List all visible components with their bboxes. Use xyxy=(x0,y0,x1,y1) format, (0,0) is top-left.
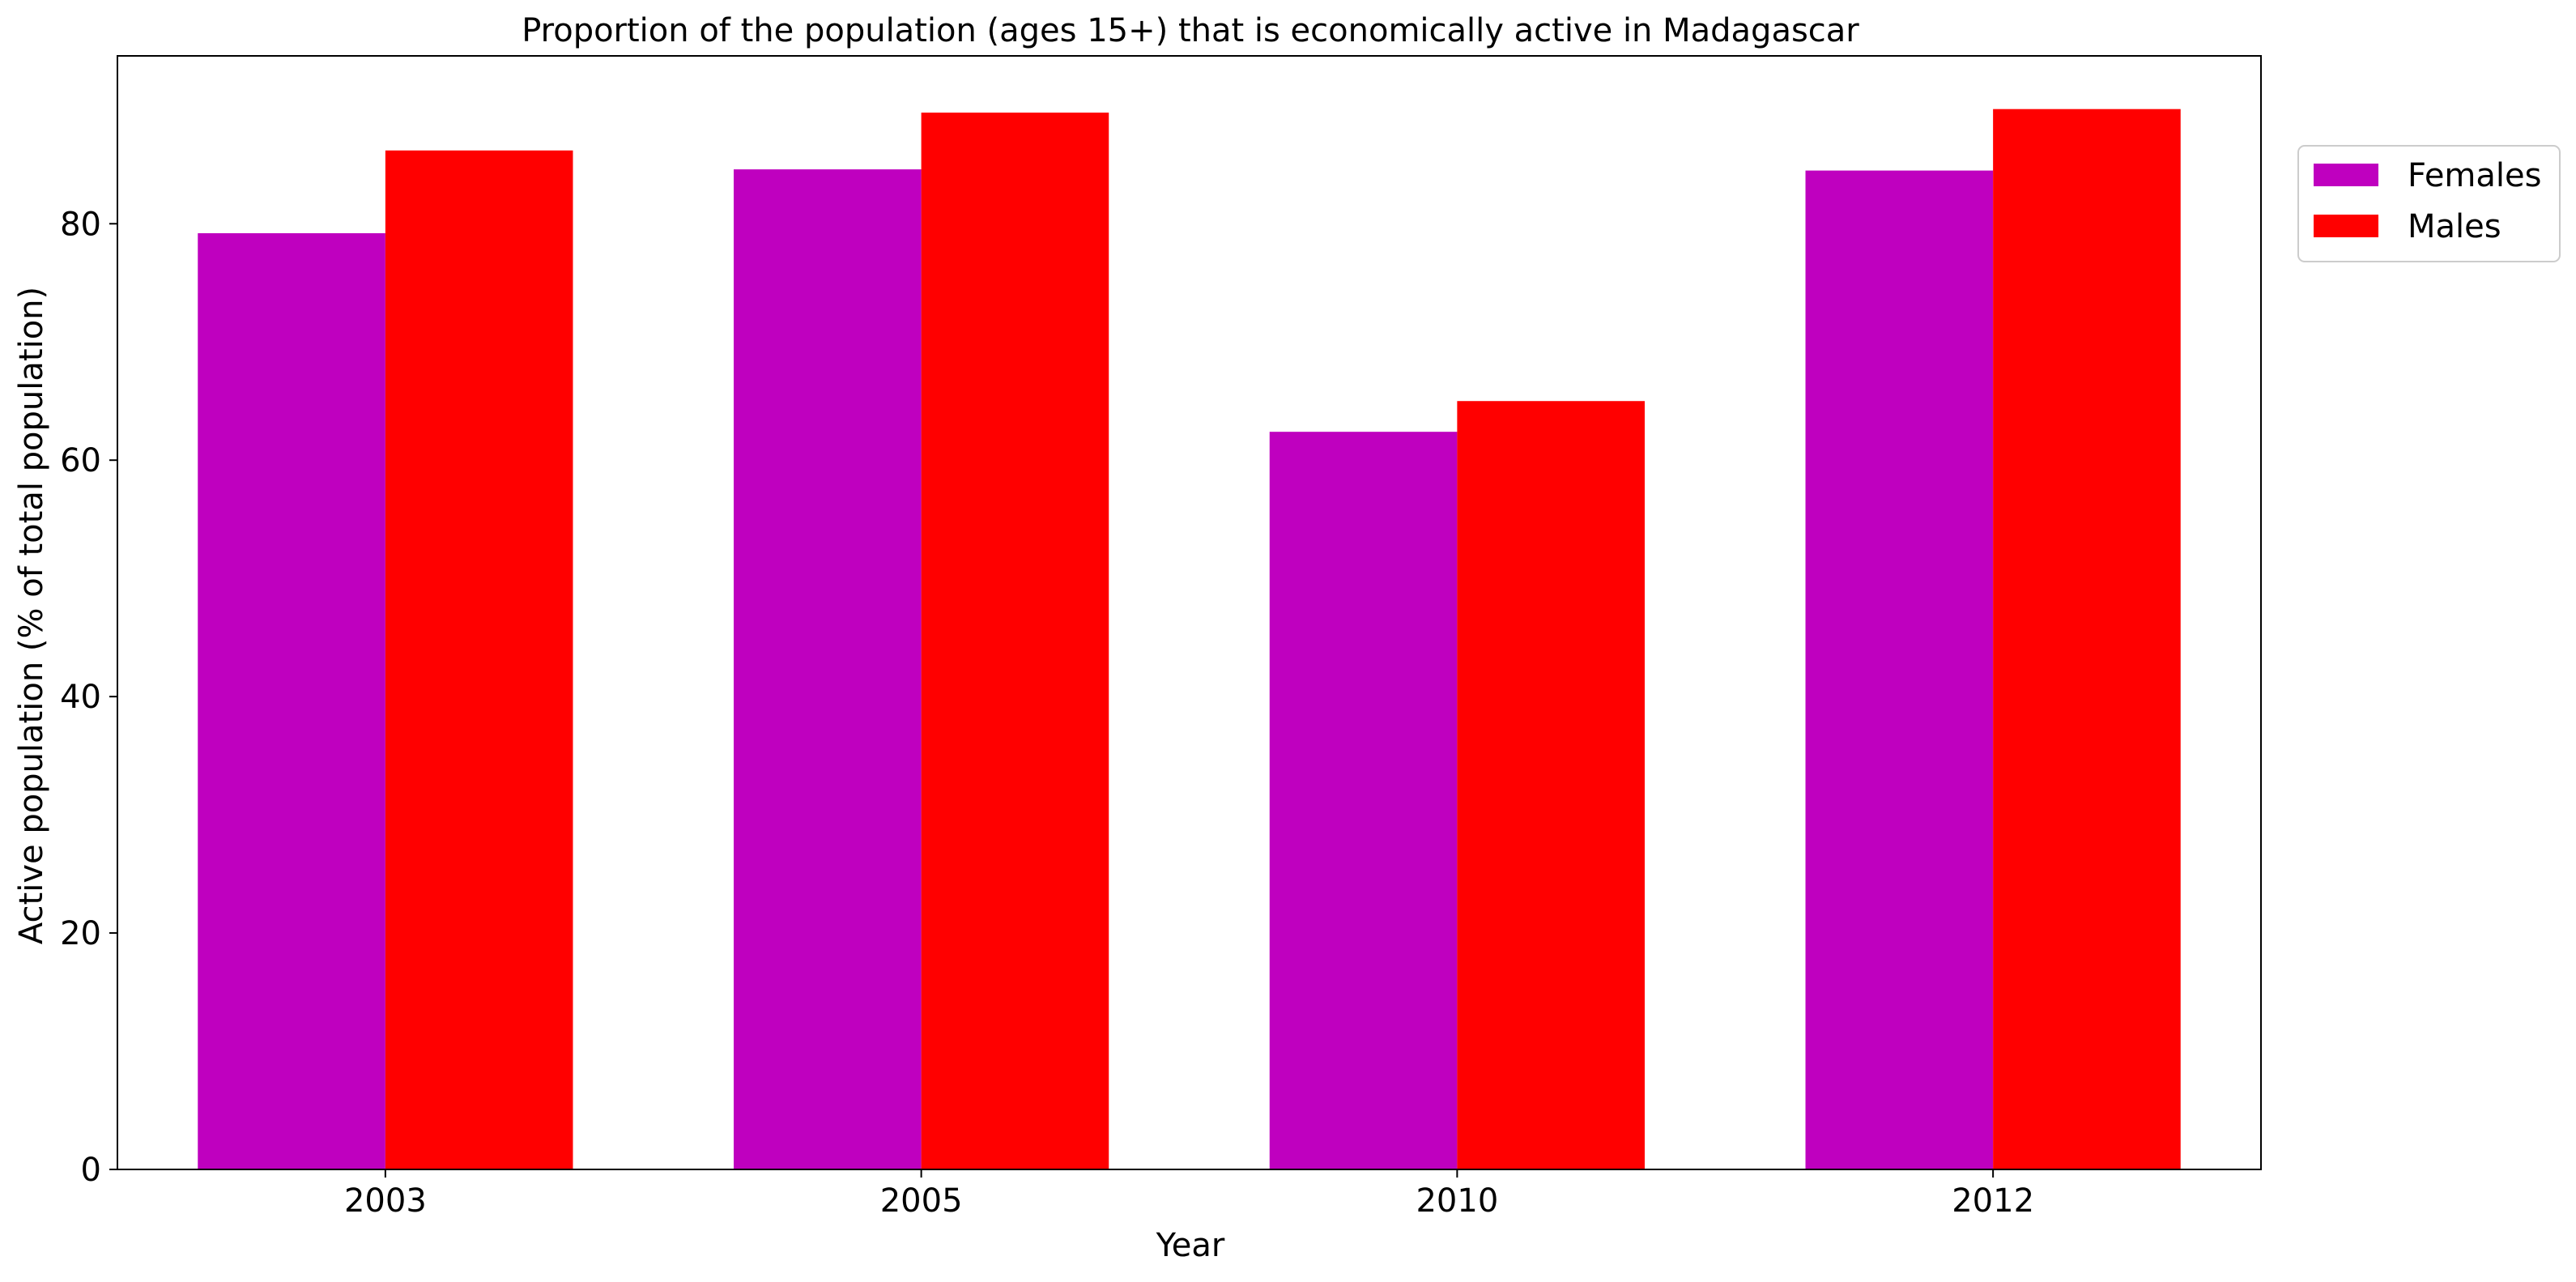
chart-title: Proportion of the population (ages 15+) … xyxy=(522,12,1859,49)
x-tick-label: 2003 xyxy=(344,1182,427,1220)
bar-males-2005 xyxy=(921,113,1109,1169)
bar-females-2005 xyxy=(734,169,922,1169)
bar-males-2010 xyxy=(1457,401,1645,1169)
y-tick-label: 60 xyxy=(60,442,101,479)
plot-area: 2003 2005 2010 2012 0 20 40 60 80 xyxy=(60,55,2262,1220)
x-tick-label: 2005 xyxy=(880,1182,963,1220)
legend: Females Males xyxy=(2297,145,2561,262)
plot-frame xyxy=(117,55,2262,1170)
legend-swatch-males xyxy=(2314,215,2378,237)
y-tick-label: 20 xyxy=(60,915,101,952)
bar-females-2010 xyxy=(1269,432,1458,1169)
legend-label-females: Females xyxy=(2408,157,2541,194)
x-tick-label: 2012 xyxy=(1952,1182,2034,1220)
legend-label-males: Males xyxy=(2408,208,2501,245)
bar-females-2012 xyxy=(1805,170,1994,1170)
x-tick-label: 2010 xyxy=(1416,1182,1498,1220)
legend-swatch-females xyxy=(2314,164,2378,186)
y-tick-label: 80 xyxy=(60,206,101,243)
y-tick-label: 0 xyxy=(81,1152,101,1189)
y-axis-label: Active population (% of total population… xyxy=(13,287,50,944)
x-axis-label: Year xyxy=(1156,1227,1225,1264)
bar-males-2003 xyxy=(385,150,573,1169)
bar-males-2012 xyxy=(1993,109,2181,1170)
y-tick-label: 40 xyxy=(60,679,101,716)
bar-females-2003 xyxy=(198,232,385,1170)
